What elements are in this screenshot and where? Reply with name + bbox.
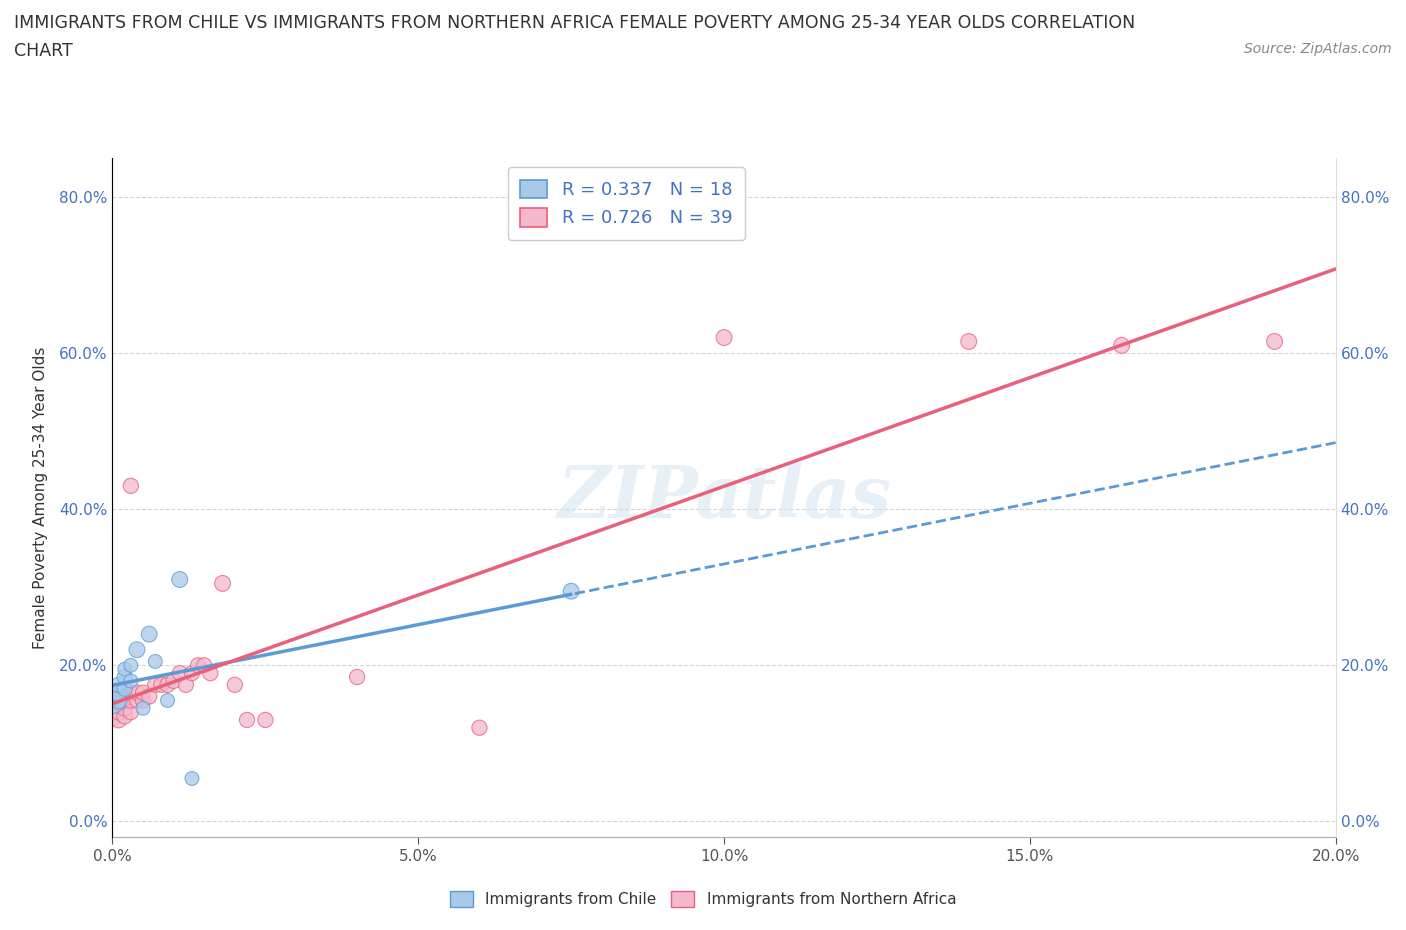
Point [120,705,142,720]
Legend: R = 0.337   N = 18, R = 0.726   N = 39: R = 0.337 N = 18, R = 0.726 N = 39 [508,167,745,240]
Text: CHART: CHART [14,42,73,60]
Point [138,627,160,642]
Point [125,685,148,700]
Point [120,478,142,493]
Point [101,693,124,708]
Point [107,705,129,720]
Point [156,693,179,708]
Point [181,771,204,786]
Text: ZIPatlas: ZIPatlas [557,462,891,533]
Point [120,673,142,688]
Point [107,685,129,700]
Point [125,643,148,658]
Point [107,693,129,708]
Point [114,662,136,677]
Point [120,685,142,700]
Point [114,693,136,708]
Point [114,709,136,724]
Point [132,693,155,708]
Point [132,701,155,716]
Point [101,689,124,704]
Text: Source: ZipAtlas.com: Source: ZipAtlas.com [1244,42,1392,56]
Point [169,666,191,681]
Point [114,682,136,697]
Point [156,677,179,692]
Text: IMMIGRANTS FROM CHILE VS IMMIGRANTS FROM NORTHERN AFRICA FEMALE POVERTY AMONG 25: IMMIGRANTS FROM CHILE VS IMMIGRANTS FROM… [14,14,1135,32]
Point [101,709,124,724]
Point [138,689,160,704]
Point [101,701,124,716]
Point [107,693,129,708]
Point [187,658,209,672]
Point [107,689,129,704]
Point [193,658,215,672]
Point [957,334,980,349]
Point [560,584,582,599]
Point [181,666,204,681]
Point [150,677,173,692]
Point [107,677,129,692]
Legend: Immigrants from Chile, Immigrants from Northern Africa: Immigrants from Chile, Immigrants from N… [444,884,962,913]
Y-axis label: Female Poverty Among 25-34 Year Olds: Female Poverty Among 25-34 Year Olds [32,346,48,649]
Point [132,685,155,700]
Point [713,330,735,345]
Point [143,654,166,669]
Point [114,685,136,700]
Point [200,666,222,681]
Point [1111,338,1133,352]
Point [120,658,142,672]
Point [120,693,142,708]
Point [114,670,136,684]
Point [169,572,191,587]
Point [236,712,259,727]
Point [114,701,136,716]
Point [346,670,368,684]
Point [1264,334,1286,349]
Point [174,677,197,692]
Point [125,693,148,708]
Point [224,677,246,692]
Point [143,677,166,692]
Point [468,721,491,736]
Point [107,712,129,727]
Point [254,712,277,727]
Point [211,576,233,591]
Point [163,673,186,688]
